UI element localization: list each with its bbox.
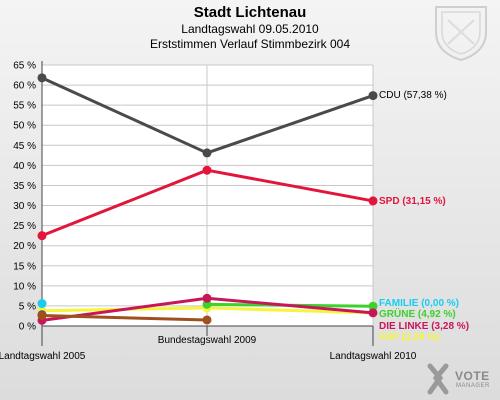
data-point: [368, 308, 378, 318]
y-tick-label: 60 %: [13, 81, 36, 92]
chart-subtitle: Landtagswahl 09.05.2010: [181, 22, 319, 36]
y-tick-label: 35 %: [13, 181, 36, 192]
series-line-segment: [205, 306, 375, 315]
series-line-segment: [205, 168, 375, 203]
x-tick-label: Bundestagswahl 2009: [158, 335, 257, 346]
series-line-segment: [40, 168, 209, 238]
series-line-segment: [205, 296, 375, 315]
series-label: DIE LINKE (3,28 %): [379, 321, 469, 332]
series-labels: CDU (57,38 %) SPD (31,15 %) FDP (3,28 %) GR…: [379, 90, 469, 343]
series-label: FDP (3,28 %): [379, 332, 439, 343]
y-tick-label: 0 %: [19, 322, 36, 333]
series-group: [37, 73, 378, 325]
y-tick-label: 25 %: [13, 221, 36, 232]
data-point: [368, 301, 378, 311]
y-tick-label: 65 %: [13, 61, 36, 72]
series-line-segment: [205, 94, 375, 155]
series-line-segment: [40, 76, 209, 155]
y-tick-label: 10 %: [13, 281, 36, 292]
chart-subtitle-2: Erststimmen Verlauf Stimmbezirk 004: [149, 37, 351, 51]
series-label: SPD (31,15 %): [379, 196, 446, 207]
data-point: [37, 73, 47, 83]
logo-subtext: MANAGER: [456, 383, 490, 389]
data-point: [202, 293, 212, 303]
series-label: FAMILIE (0,00 %): [379, 298, 459, 309]
data-point: [202, 165, 212, 175]
series-label: CDU (57,38 %): [379, 90, 447, 101]
data-point: [37, 231, 47, 241]
data-point: [202, 315, 212, 325]
y-tick-label: 40 %: [13, 161, 36, 172]
y-tick-label: 30 %: [13, 201, 36, 212]
data-point: [368, 196, 378, 206]
series-line-segment: [40, 314, 209, 322]
data-point: [202, 148, 212, 158]
y-tick-label: 45 %: [13, 141, 36, 152]
y-tick-label: 5 %: [19, 301, 36, 312]
grid-lines: [41, 64, 374, 327]
x-tick-label: Landtagswahl 2005: [0, 351, 86, 362]
y-tick-label: 15 %: [13, 261, 36, 272]
y-tick-label: 55 %: [13, 101, 36, 112]
logo-text: VOTE: [455, 369, 490, 383]
chart-title: Stadt Lichtenau: [193, 4, 307, 21]
data-point: [37, 311, 47, 321]
data-point: [368, 91, 378, 101]
x-tick-label: Landtagswahl 2010: [330, 351, 417, 362]
series-label: GRÜNE (4,92 %): [379, 307, 456, 320]
axes: 0 % 5 % 10 % 15 % 20 % 25 % 30 % 35 % 40 % 45 % 50…: [0, 61, 417, 363]
y-tick-label: 20 %: [13, 241, 36, 252]
coat-of-arms-icon: [435, 6, 487, 62]
y-tick-label: 50 %: [13, 121, 36, 132]
data-point: [37, 299, 47, 309]
vote-manager-logo-icon: [427, 363, 449, 395]
